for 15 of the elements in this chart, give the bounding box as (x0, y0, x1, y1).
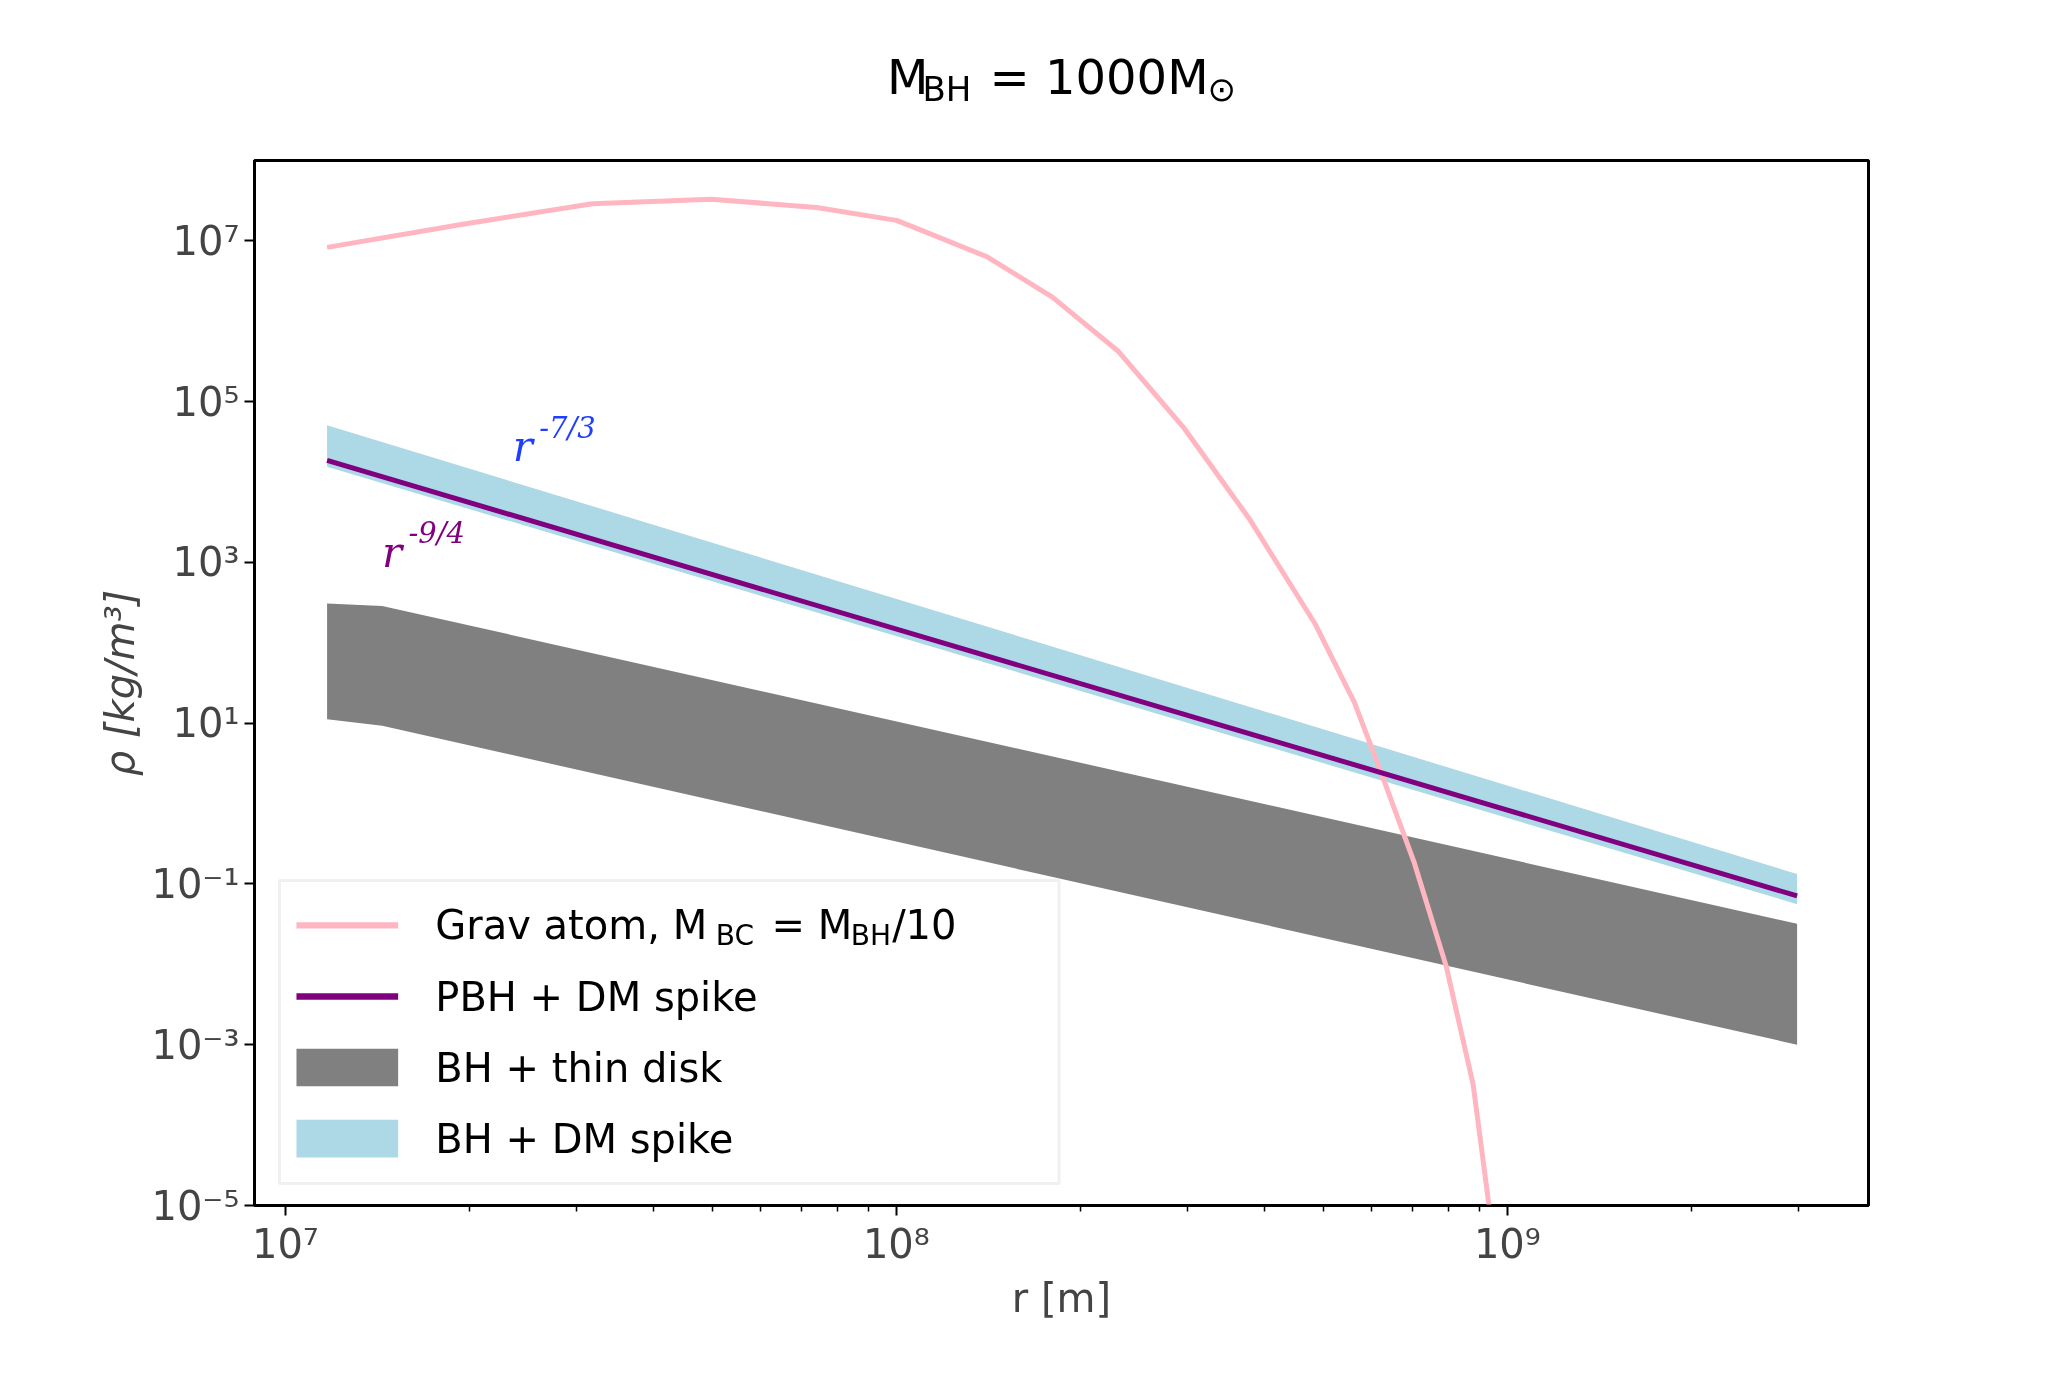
x-tick-label: 10⁸ (862, 1220, 930, 1267)
y-tick-label: 10⁷ (172, 217, 240, 264)
x-tick-label: 10⁹ (1473, 1220, 1541, 1267)
y-tick-label: 10¹ (172, 700, 240, 747)
legend-label: BH + thin disk (435, 1044, 724, 1091)
legend-label: BH + DM spike (435, 1115, 734, 1162)
y-axis-title: ρ [kg/m³] (97, 589, 144, 777)
y-tick-label: 10⁻⁵ (151, 1182, 240, 1229)
x-tick-label: 10⁷ (251, 1220, 319, 1267)
y-tick-label: 10⁻¹ (151, 860, 240, 907)
y-tick-label: 10⁵ (172, 378, 240, 425)
legend-label: PBH + DM spike (435, 973, 758, 1020)
y-tick-label: 10³ (172, 539, 240, 586)
y-tick-label: 10⁻³ (151, 1021, 240, 1068)
x-axis-title: r [m] (1011, 1274, 1112, 1321)
